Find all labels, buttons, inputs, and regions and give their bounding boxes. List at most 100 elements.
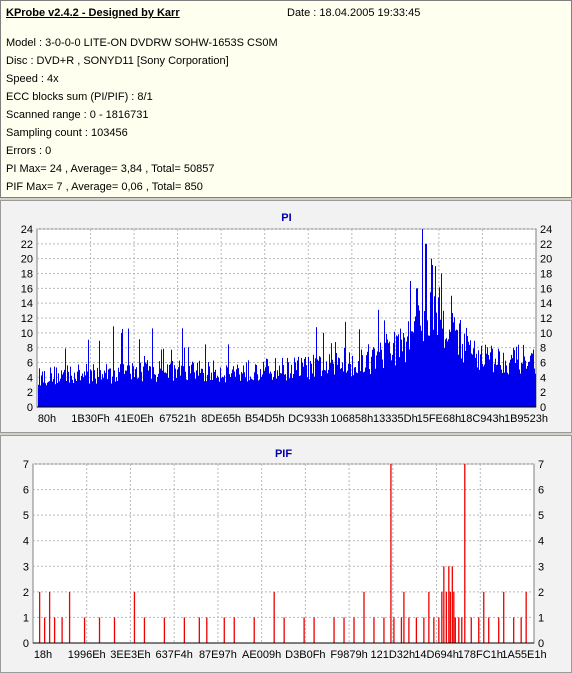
pi-chart-bar [129,365,130,407]
pi-chart-bar [382,359,383,407]
pi-chart-bar [459,323,460,407]
pi-chart-bar [465,351,466,407]
pi-chart-bar [277,370,278,407]
pi-chart-bar [232,370,233,407]
pi-chart-bar [517,360,518,407]
pi-chart-bar [103,378,104,407]
pi-chart-bar [365,367,366,407]
pi-chart-bar [356,372,357,407]
pi-chart-bar [297,360,298,407]
pif-chart-bar [206,617,207,643]
pi-chart-bar [447,341,448,407]
pi-chart-bar [72,380,73,407]
pi-chart-bar [132,363,133,407]
pi-chart-bar [476,354,477,407]
pi-chart-bar [481,346,482,407]
pi-chart-bar [438,297,439,407]
pi-chart-bar [512,358,513,407]
pi-chart-bar [191,365,192,407]
pi-chart-bar [45,383,46,407]
pi-chart-bar [149,366,150,407]
pi-chart-bar [513,348,514,407]
pi-chart-bar [223,377,224,407]
pi-chart-bar [61,370,62,407]
pi-chart-bar [369,369,370,407]
pi-chart-bar [303,367,304,407]
pi-chart-bar [278,376,279,407]
info-panel: KProbe v2.4.2 - Designed by Karr Date : … [0,0,572,198]
pi-chart-bar [251,379,252,407]
scan-date: Date : 18.04.2005 19:33:45 [287,7,420,19]
pif-chart-bar [393,617,394,643]
pi-chart-x-tick-label: DC933h [288,413,328,425]
pi-chart-bar [67,365,68,407]
pi-chart-bar [367,352,368,407]
pi-chart-bar [112,377,113,407]
pi-chart-bar [357,373,358,407]
pi-chart-bar [43,383,44,407]
pi-chart-bar [410,281,411,407]
pi-chart-bar [168,378,169,407]
pi-chart-y-tick-label: 6 [27,358,33,370]
pi-chart-bar [162,371,163,407]
pi-chart-bar [269,374,270,407]
pi-chart-bar [197,363,198,407]
pi-chart-bar [222,377,223,407]
pi-chart-bar [326,361,327,407]
pi-chart-bar [368,344,369,407]
pi-chart-bar [525,361,526,407]
pi-chart-bar [535,374,536,407]
pi-chart-bar [460,320,461,407]
pi-chart-bar [445,339,446,407]
pi-chart-bar [288,362,289,407]
pif-chart-bar [443,566,444,643]
pi-chart-bar [405,362,406,407]
pi-chart-y-tick-label: 0 [27,402,33,414]
pif-chart-bar [333,617,334,643]
pi-chart-x-tick-label: 13335Dh [373,413,418,425]
pi-chart-bar [195,379,196,407]
pi-chart-bar [477,367,478,407]
pi-chart-y-tick-label-right: 24 [540,224,552,236]
pif-chart-x-tick-label: D3B0Fh [285,649,325,661]
pi-chart-bar [338,358,339,407]
pi-chart-bar [120,364,121,407]
pi-chart-bar [229,374,230,407]
pi-chart-bar [212,380,213,407]
pi-chart-title: PI [281,212,291,224]
pi-chart-bar [284,375,285,407]
pi-chart-bar [350,364,351,407]
pi-chart-bar [264,371,265,407]
pi-chart-bar [372,350,373,407]
info-disc: Disc : DVD+R , SONYD11 [Sony Corporation… [6,55,229,67]
pi-chart-bar [376,355,377,407]
pi-chart-bar [148,371,149,407]
pi-chart-bar [349,352,350,407]
pi-chart-bar [186,379,187,407]
pi-chart-bar [295,362,296,407]
pif-chart-bar [303,617,304,643]
pi-chart-bar [506,365,507,407]
pi-chart-bar [341,368,342,407]
pif-chart-bar [441,592,442,643]
pi-chart-bar [317,359,318,407]
pi-chart-bar [144,356,145,407]
pi-chart-bar [175,369,176,407]
pi-chart-bar [104,371,105,407]
pi-chart-bar [142,381,143,407]
pi-chart-y-tick-label: 12 [21,313,33,325]
pi-chart-bar [328,370,329,407]
pif-chart-bar [84,617,85,643]
pi-chart-bar [52,382,53,407]
pif-chart-y-tick-label: 4 [23,536,29,548]
pi-chart-bar [255,364,256,407]
pi-chart-bar [124,374,125,407]
pi-chart-bar [47,383,48,407]
pi-chart-bar [479,370,480,407]
info-pi-stats: PI Max= 24 , Average= 3,84 , Total= 5085… [6,163,214,175]
pif-chart-x-tick-label: F9879h [330,649,367,661]
pi-chart-bar [461,358,462,407]
pi-chart-bar [434,296,435,407]
pif-chart-bar [503,592,504,643]
pi-chart-bar [320,357,321,407]
